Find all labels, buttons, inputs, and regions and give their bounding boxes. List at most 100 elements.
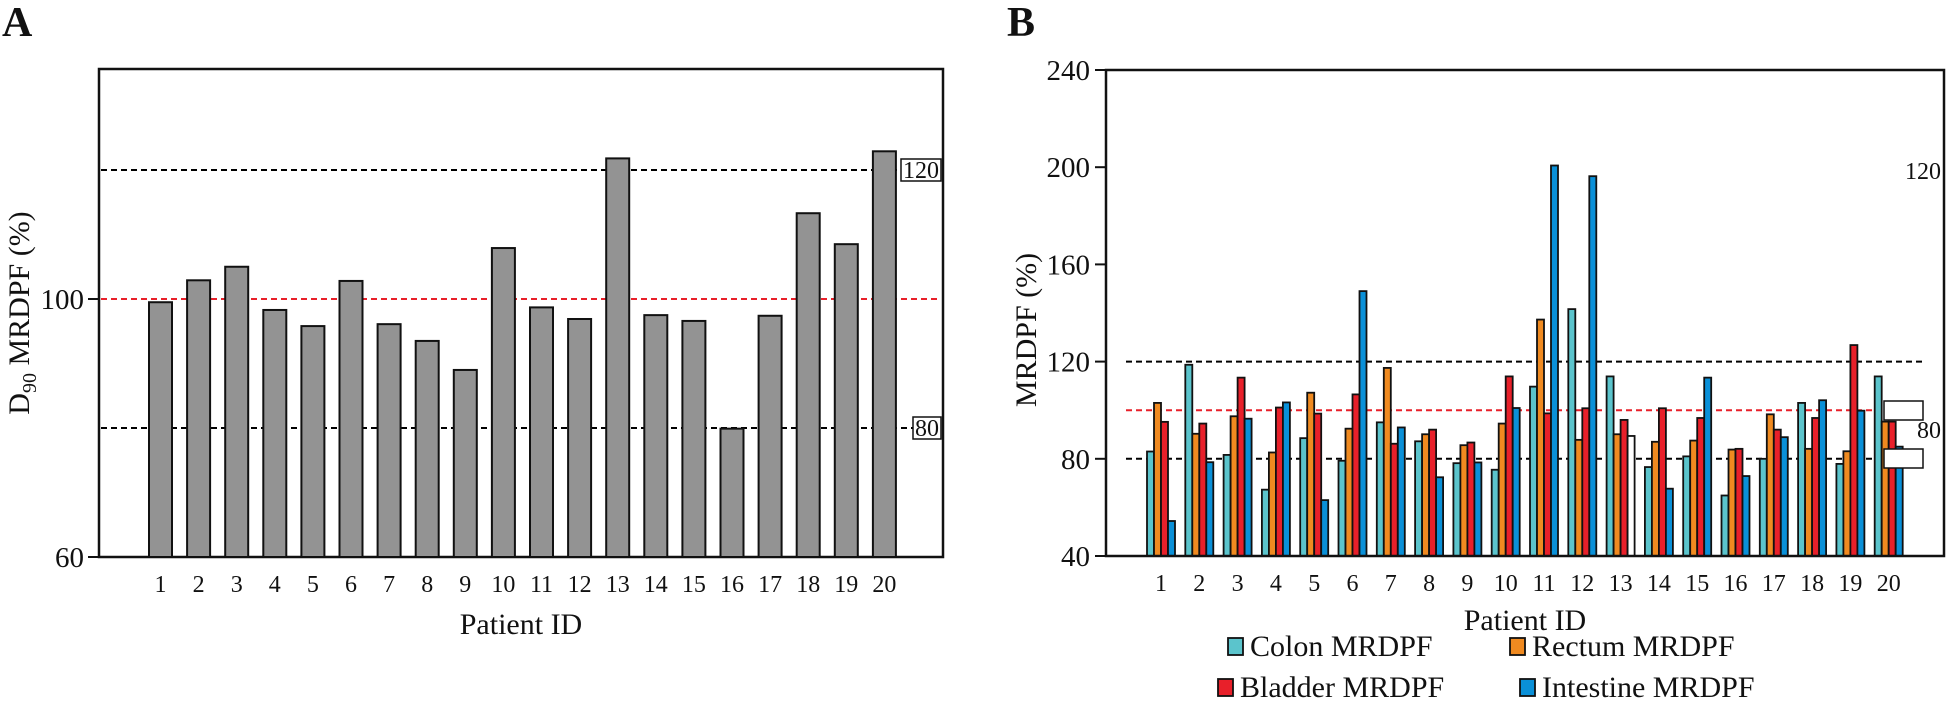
bar-patient-2 (186, 279, 212, 558)
bar-colon-patient-12 (1567, 308, 1577, 557)
bar-rectum-patient-13 (1612, 433, 1622, 557)
x-tick-label: 11 (1532, 571, 1555, 597)
bar-colon-patient-18 (1797, 402, 1806, 557)
bar-colon-patient-1 (1146, 450, 1155, 557)
x-tick-label: 11 (530, 572, 553, 598)
x-tick-label: 6 (345, 572, 357, 598)
bar-colon-patient-11 (1529, 385, 1538, 557)
y-tick-label: 40 (1061, 541, 1090, 573)
bar-intestine-patient-12 (1588, 175, 1598, 557)
bar-rectum-patient-18 (1804, 447, 1813, 557)
x-tick-label: 14 (644, 572, 668, 598)
bar-rectum-patient-16 (1727, 448, 1737, 557)
bar-bladder-patient-10 (1504, 375, 1514, 557)
bar-rectum-patient-5 (1306, 391, 1316, 557)
x-tick-label: 5 (307, 572, 319, 598)
x-tick-label: 7 (1385, 571, 1397, 597)
bar-rectum-patient-3 (1229, 415, 1239, 557)
x-tick-label: 3 (1232, 571, 1244, 597)
x-tick-label: 14 (1647, 571, 1671, 597)
panel-b-plot-frame (1104, 68, 1946, 558)
legend-label-rectum: Rectum MRDPF (1532, 630, 1735, 663)
bar-colon-patient-4 (1261, 488, 1270, 557)
y-title-subscript: 90 (19, 373, 41, 393)
bar-colon-patient-5 (1299, 437, 1309, 557)
panel-b-y-ticks: 40 80 120 160 200 240 (1047, 55, 1106, 573)
x-tick-label: 12 (1570, 571, 1594, 597)
bar-rectum-patient-9 (1459, 444, 1469, 557)
legend-label-intestine: Intestine MRDPF (1542, 671, 1755, 704)
bar-rectum-patient-14 (1651, 440, 1660, 557)
x-tick-label: 18 (796, 572, 820, 598)
x-tick-label: 16 (1724, 571, 1748, 597)
x-tick-label: 19 (834, 572, 858, 598)
bar-colon-patient-10 (1490, 468, 1500, 557)
bar-colon-patient-14 (1644, 466, 1653, 557)
bar-colon-patient-6 (1337, 459, 1347, 557)
bar-patient-3 (224, 265, 250, 558)
bar-patient-16 (719, 427, 745, 558)
panel-b-reference-lines (1126, 360, 1922, 460)
bar-bladder-patient-6 (1351, 393, 1361, 557)
y-title-rest: MRDPF (%) (3, 211, 36, 373)
x-tick-label: 8 (1423, 571, 1435, 597)
overlay-box (1883, 448, 1924, 469)
bar-bladder-patient-17 (1772, 428, 1782, 557)
bar-colon-patient-20 (1873, 375, 1883, 557)
bar-patient-15 (681, 319, 707, 558)
bar-patient-5 (300, 325, 326, 558)
bar-rectum-patient-7 (1382, 367, 1392, 557)
bar-intestine-patient-3 (1243, 417, 1253, 557)
reference-label-120: 120 (903, 158, 939, 184)
x-tick-label: 18 (1800, 571, 1824, 597)
bar-bladder-patient-20 (1887, 420, 1897, 557)
panel-b-x-ticks: 1 2 3 4 5 6 7 8 9 10 11 12 13 14 15 16 17 18 19 20 (1155, 571, 1901, 597)
x-tick-label: 8 (421, 572, 433, 598)
bar-bladder-patient-13 (1619, 419, 1629, 557)
bar-colon-patient-3 (1222, 454, 1232, 557)
y-tick-label: 240 (1047, 55, 1091, 87)
stray-label-80: 80 (1917, 418, 1941, 444)
bar-bladder-patient-8 (1428, 428, 1437, 557)
y-tick-label: 80 (1061, 444, 1090, 476)
x-tick-label: 15 (682, 572, 706, 598)
x-tick-label: 12 (568, 572, 592, 598)
x-tick-label: 1 (155, 572, 167, 598)
y-tick-label: 160 (1047, 249, 1091, 281)
bar-rectum-patient-1 (1153, 402, 1162, 557)
bar-intestine-patient-15 (1703, 376, 1713, 557)
bar-colon-patient-16 (1720, 494, 1730, 557)
bar-rectum-patient-4 (1268, 451, 1277, 557)
legend-swatch-rectum (1509, 637, 1526, 656)
x-tick-label: 20 (872, 572, 896, 598)
bar-intestine-patient-4 (1282, 401, 1291, 557)
panel-b-legend: Colon MRDPF Rectum MRDPF Bladder MRDPF Inte… (1217, 630, 1755, 704)
bar-patient-18 (795, 212, 821, 558)
bar-rectum-patient-20 (1880, 420, 1890, 557)
bar-rectum-patient-8 (1421, 433, 1430, 557)
x-tick-label: 19 (1838, 571, 1862, 597)
bar-bladder-patient-1 (1160, 420, 1169, 557)
x-tick-label: 17 (1762, 571, 1786, 597)
panel-a-x-axis-title: Patient ID (460, 608, 582, 641)
bar-intestine-patient-8 (1435, 476, 1444, 557)
bar-colon-patient-13 (1605, 375, 1615, 557)
bar-bladder-patient-11 (1543, 412, 1552, 557)
legend-swatch-colon (1227, 637, 1244, 656)
x-tick-label: 2 (1193, 571, 1205, 597)
x-tick-label: 9 (1461, 571, 1473, 597)
panel-a-y-axis-title: D90 MRDPF (%) (3, 211, 41, 414)
bar-intestine-patient-18 (1818, 399, 1827, 557)
bar-intestine-patient-19 (1856, 409, 1866, 557)
x-tick-label: 9 (459, 572, 471, 598)
legend-swatch-bladder (1217, 678, 1234, 697)
bar-rectum-patient-15 (1689, 439, 1699, 557)
bar-bladder-patient-5 (1313, 412, 1323, 557)
bar-bladder-patient-12 (1581, 407, 1591, 557)
bar-rectum-patient-19 (1842, 450, 1852, 557)
bar-intestine-patient-5 (1320, 499, 1330, 557)
x-tick-label: 7 (383, 572, 395, 598)
